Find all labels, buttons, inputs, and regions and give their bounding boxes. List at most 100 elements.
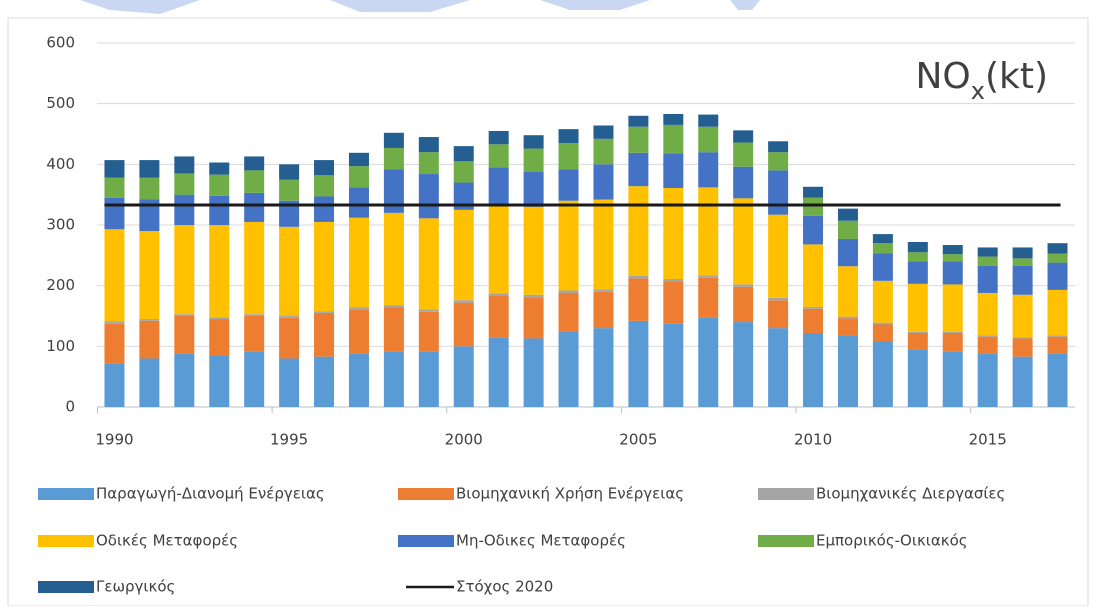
bar-segment: [348, 152, 369, 167]
bar-segment: [977, 256, 998, 266]
bar-segment: [558, 290, 579, 293]
bar-segment: [698, 152, 719, 188]
bar-segment: [558, 292, 579, 332]
bar-segment: [768, 152, 789, 171]
bar-segment: [558, 143, 579, 170]
bar-segment: [314, 312, 335, 357]
bar-segment: [698, 126, 719, 153]
bar-segment: [488, 293, 509, 296]
bar-segment: [593, 138, 614, 165]
legend-label: Παραγωγή-Διανομή Ενέργειας: [96, 485, 325, 503]
bar-segment: [907, 331, 928, 333]
bar-segment: [942, 284, 963, 332]
bar-segment: [558, 169, 579, 201]
bar-segment: [872, 341, 893, 407]
y-tick-label: 500: [46, 94, 75, 112]
bar-segment: [803, 244, 824, 307]
bar-segment: [872, 280, 893, 323]
bar-segment: [733, 198, 754, 285]
bar-segment: [768, 141, 789, 153]
bar-segment: [453, 300, 474, 303]
legend-swatch: [398, 535, 454, 547]
bar-segment: [698, 114, 719, 127]
bar-segment: [803, 215, 824, 245]
y-tick-label: 300: [46, 216, 75, 234]
bar-segment: [1047, 289, 1068, 336]
bar-segment: [244, 156, 265, 171]
bar-segment: [1012, 294, 1033, 338]
legend-swatch: [758, 488, 814, 500]
bar-segment: [942, 254, 963, 262]
bar-segment: [348, 217, 369, 308]
bar-segment: [663, 278, 684, 282]
bar-segment: [768, 170, 789, 215]
bar-segment: [942, 261, 963, 285]
bar-segment: [803, 306, 824, 309]
bar-segment: [209, 319, 230, 356]
bar-segment: [104, 323, 125, 364]
bar-segment: [174, 194, 195, 225]
bar-segment: [209, 174, 230, 196]
bar-segment: [1047, 335, 1068, 337]
bar-segment: [174, 316, 195, 354]
bar-segment: [418, 174, 439, 219]
bar-segment: [1012, 337, 1033, 339]
y-tick-label: 400: [46, 155, 75, 173]
bar-segment: [663, 124, 684, 154]
bar-segment: [1012, 247, 1033, 259]
bar-segment: [244, 221, 265, 315]
bar-segment: [488, 167, 509, 204]
bar-segment: [803, 308, 824, 333]
bar-segment: [663, 323, 684, 407]
chart-title: NOx(kt): [915, 56, 1048, 105]
bar-segment: [453, 346, 474, 407]
legend-label: Οδικές Μεταφορές: [96, 532, 238, 550]
bar-segment: [907, 252, 928, 262]
bar-segment: [593, 199, 614, 290]
bar-segment: [628, 115, 649, 127]
bar-segment: [977, 336, 998, 354]
bar-segment: [244, 314, 265, 316]
bar-segment: [593, 291, 614, 329]
bar-segment: [209, 355, 230, 407]
bar-segment: [698, 317, 719, 407]
bar-segment: [104, 177, 125, 198]
bar-segment: [1047, 353, 1068, 407]
bar-segment: [279, 164, 300, 180]
bar-segment: [418, 351, 439, 407]
bar-segment: [174, 353, 195, 407]
bar-segment: [837, 208, 858, 221]
bar-segment: [872, 322, 893, 325]
bar-segment: [279, 200, 300, 227]
bar-segment: [768, 300, 789, 329]
bar-segment: [628, 278, 649, 321]
bar-segment: [139, 320, 160, 359]
bar-segment: [558, 129, 579, 144]
bar-segment: [209, 162, 230, 175]
bar-segment: [733, 286, 754, 323]
bar-segment: [593, 289, 614, 292]
bar-segment: [837, 318, 858, 336]
bar-segment: [418, 152, 439, 175]
bar-segment: [593, 164, 614, 200]
bar-segment: [453, 146, 474, 162]
bar-segment: [558, 200, 579, 291]
bar-segment: [942, 332, 963, 352]
bar-segment: [139, 199, 160, 232]
bar-segment: [139, 319, 160, 321]
bar-segment: [942, 245, 963, 255]
legend-swatch: [38, 535, 94, 547]
bar-segment: [1012, 265, 1033, 295]
bar-segment: [174, 173, 195, 195]
bar-segment: [837, 335, 858, 407]
bar-segment: [628, 320, 649, 407]
bar-segment: [1047, 336, 1068, 354]
legend-label: Βιομηχανική Χρήση Ενέργειας: [456, 485, 684, 503]
bar-segment: [418, 137, 439, 153]
bar-segment: [837, 238, 858, 267]
bar-segment: [733, 166, 754, 199]
bar-segment: [558, 331, 579, 407]
x-tick-label: 2010: [794, 431, 832, 449]
bar-segment: [174, 225, 195, 315]
legend-swatch: [398, 488, 454, 500]
